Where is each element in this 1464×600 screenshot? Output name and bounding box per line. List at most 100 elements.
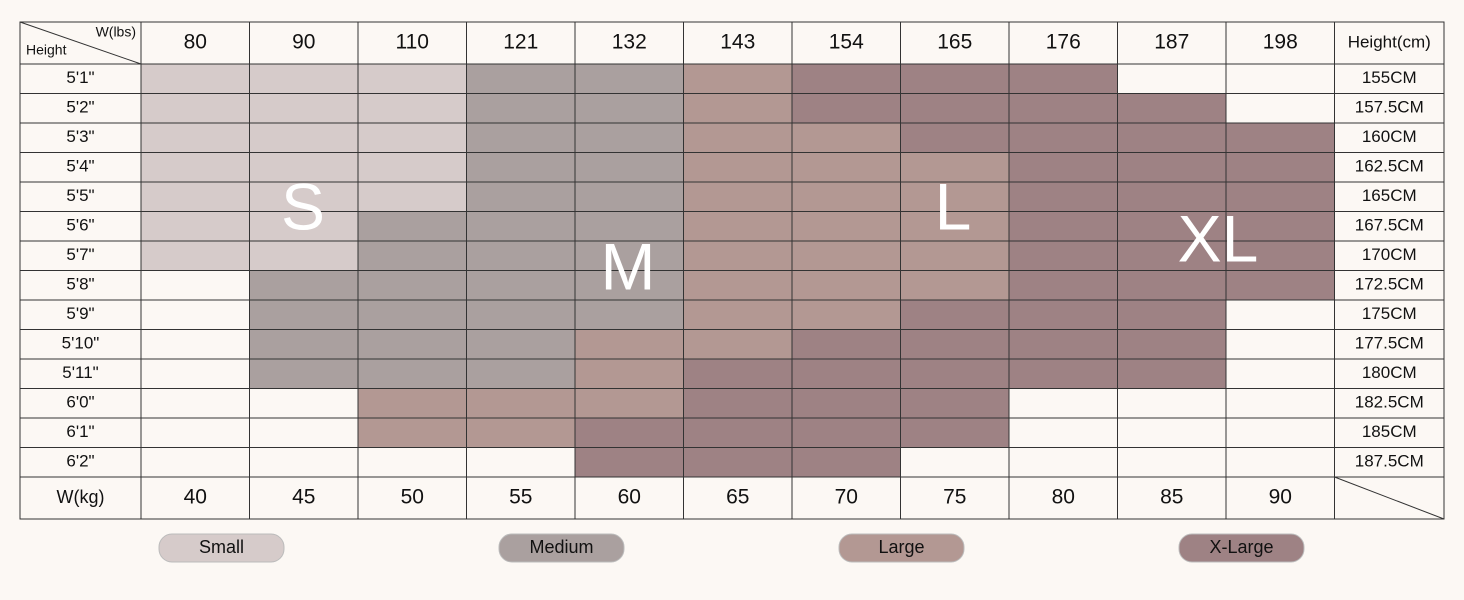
legend-label: Small [199,537,244,557]
size-cell [141,241,250,271]
height-ft: 5'4" [66,157,94,176]
size-cell [792,270,901,300]
size-cell [1117,241,1226,271]
size-cell [683,447,792,477]
weight-lbs: 110 [396,31,429,54]
size-cell [141,152,250,182]
size-cell [683,329,792,359]
size-cell [792,300,901,330]
size-cell [249,64,358,94]
size-cell [249,241,358,271]
size-cell [358,64,467,94]
size-cell [141,182,250,212]
size-cell [466,270,575,300]
weight-lbs: 187 [1154,31,1189,54]
height-ft: 5'5" [66,186,94,205]
size-cell [1009,152,1118,182]
size-cell [1226,211,1335,241]
size-cell [141,123,250,153]
size-cell [900,64,1009,94]
legend-label: Medium [529,537,593,557]
size-cell [575,300,684,330]
size-cell [249,123,358,153]
height-ft: 6'0" [66,393,94,412]
size-cell [358,211,467,241]
height-ft: 5'2" [66,98,94,117]
size-letter: S [281,169,325,243]
legend-swatch [838,533,965,563]
size-cell [575,329,684,359]
weight-kg: 60 [618,486,641,509]
height-cm: 185CM [1362,422,1417,441]
weight-kg: 75 [943,486,966,509]
size-cell [141,64,250,94]
size-cell [683,270,792,300]
size-cell [683,182,792,212]
size-cell [466,152,575,182]
weight-lbs: 198 [1263,31,1298,54]
legend-label: Large [878,537,924,557]
size-cell [575,182,684,212]
height-ft: 6'2" [66,452,94,471]
size-cell [900,388,1009,418]
size-cell [358,329,467,359]
size-cell [575,211,684,241]
weight-lbs: 154 [829,31,864,54]
height-ft: 5'7" [66,245,94,264]
size-cell [683,359,792,389]
size-cell [1009,182,1118,212]
size-cell [466,93,575,123]
size-cell [249,211,358,241]
weight-lbs: 80 [184,31,207,54]
size-cell [683,300,792,330]
size-cell [1117,211,1226,241]
size-cell [1009,93,1118,123]
size-cell [575,359,684,389]
size-cell [1226,152,1335,182]
size-cell [575,152,684,182]
height-cm: 165CM [1362,186,1417,205]
weight-kg: 45 [292,486,315,509]
size-cell [358,182,467,212]
weight-lbs: 143 [720,31,755,54]
size-cell [1117,359,1226,389]
size-cell [792,359,901,389]
weight-kg: 55 [509,486,532,509]
size-cell [575,123,684,153]
size-cell [683,211,792,241]
size-cell [1117,329,1226,359]
size-cell [1009,270,1118,300]
size-cell [792,329,901,359]
size-cell [1117,93,1226,123]
size-cell [792,64,901,94]
diagonal [19,21,142,65]
weight-lbs: 165 [937,31,972,54]
height-cm: 172.5CM [1355,275,1424,294]
legend-swatch [1178,533,1305,563]
weight-lbs: 176 [1046,31,1081,54]
size-cell [900,123,1009,153]
size-cell [900,329,1009,359]
size-cell [358,270,467,300]
size-cell [1226,123,1335,153]
header-label: Height [26,42,67,58]
height-cm: 162.5CM [1355,157,1424,176]
height-ft: 5'6" [66,216,94,235]
size-cell [792,418,901,448]
size-cell [1009,211,1118,241]
size-cell [1009,300,1118,330]
size-cell [900,418,1009,448]
size-cell [466,418,575,448]
height-cm: 180CM [1362,363,1417,382]
size-cell [1009,329,1118,359]
size-cell [683,388,792,418]
height-cm: 187.5CM [1355,452,1424,471]
size-cell [683,241,792,271]
weight-lbs: 132 [612,31,647,54]
diagonal [1334,476,1445,520]
size-letter: XL [1178,201,1259,275]
weight-kg: 70 [835,486,858,509]
size-cell [466,359,575,389]
size-cell [900,93,1009,123]
